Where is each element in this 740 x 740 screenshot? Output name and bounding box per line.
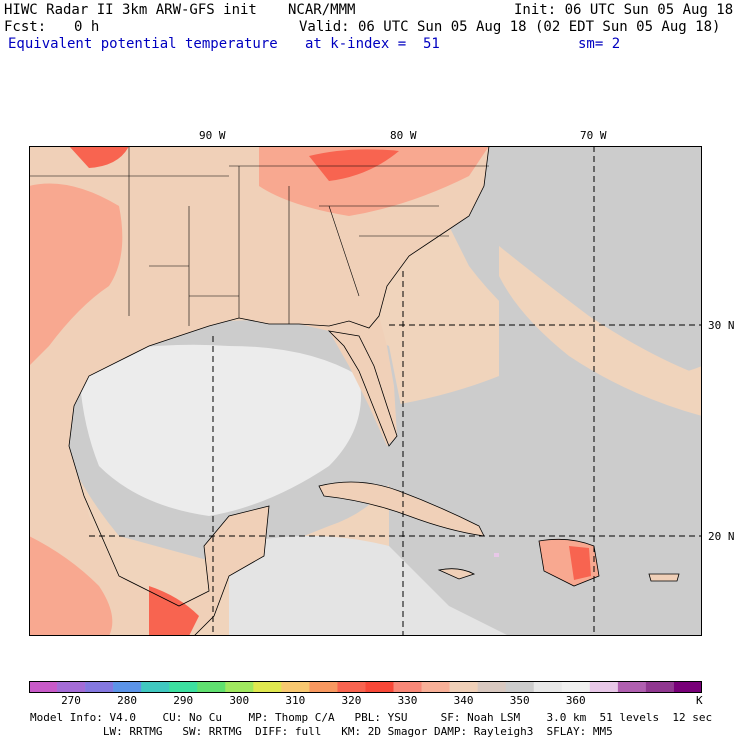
lon-label-80w: 80 W	[390, 129, 417, 142]
colorbar-swatch	[169, 681, 198, 693]
field-name: Equivalent potential temperature	[8, 36, 278, 52]
theta-e-map	[29, 146, 702, 636]
colorbar-swatch	[85, 681, 114, 693]
colorbar-tick-label: 340	[453, 694, 474, 707]
colorbar-swatch	[29, 681, 58, 693]
map-frame	[29, 146, 702, 636]
guatemala-hot	[149, 586, 199, 636]
colorbar-swatch	[57, 681, 86, 693]
colorbar-unit: K	[696, 694, 703, 707]
colorbar-swatch	[337, 681, 366, 693]
mexico-warm	[29, 536, 113, 636]
colorbar-swatch	[197, 681, 226, 693]
model-info-line2: LW: RRTMG SW: RRTMG DIFF: full KM: 2D Sm…	[30, 725, 613, 738]
colorbar-tick-label: 310	[285, 694, 306, 707]
jamaica	[437, 568, 476, 580]
colorbar-tick-label: 280	[117, 694, 138, 707]
lon-label-70w: 70 W	[580, 129, 607, 142]
plains-hot	[69, 146, 129, 168]
puerto-rico	[648, 573, 680, 582]
pink-spot	[494, 553, 499, 557]
colorbar-swatch	[645, 681, 675, 693]
colorbar-swatch	[477, 681, 507, 693]
colorbar-swatch	[225, 681, 254, 693]
latlon-grid	[89, 146, 702, 636]
smoothing-label: sm= 2	[578, 36, 621, 52]
forecast-label: Fcst:	[4, 19, 47, 35]
colorbar-swatch	[141, 681, 170, 693]
texas-warm	[29, 183, 123, 366]
colorbar-tick-label: 290	[173, 694, 194, 707]
us-land	[29, 146, 489, 516]
lon-label-90w: 90 W	[199, 129, 226, 142]
caribbean-light	[229, 536, 509, 636]
colorbar-tick-label: 350	[509, 694, 530, 707]
colorbar-swatch	[589, 681, 619, 693]
valid-time: Valid: 06 UTC Sun 05 Aug 18 (02 EDT Sun …	[299, 19, 721, 35]
colorbar-swatch	[365, 681, 394, 693]
hispaniola-hot	[569, 546, 591, 580]
colorbar-swatch	[533, 681, 563, 693]
coastline	[68, 146, 490, 636]
colorbar-swatch	[505, 681, 535, 693]
colorbar-frame	[29, 681, 702, 693]
state-borders	[29, 146, 489, 326]
colorbar-swatch	[421, 681, 450, 693]
colorbar-tick-label: 270	[61, 694, 81, 707]
colorbar	[29, 681, 702, 693]
model-info-line1: Model Info: V4.0 CU: No Cu MP: Thomp C/A…	[30, 711, 713, 724]
colorbar-swatch	[113, 681, 142, 693]
colorbar-swatch	[309, 681, 338, 693]
colorbar-tick-label: 320	[341, 694, 362, 707]
forecast-hour: 0 h	[74, 19, 100, 35]
colorbar-swatch	[281, 681, 310, 693]
colorbar-tick-label: 360	[565, 694, 586, 707]
colorbar-swatch	[393, 681, 422, 693]
colorbar-swatch	[253, 681, 282, 693]
colorbar-tick-label: 300	[229, 694, 250, 707]
org-label: NCAR/MMM	[288, 2, 356, 18]
atlantic-gray-band	[409, 146, 702, 378]
init-time: Init: 06 UTC Sun 05 Aug 18	[514, 2, 734, 18]
colorbar-swatch	[561, 681, 591, 693]
lat-label-20n: 20 N	[708, 530, 735, 543]
gulf-light	[79, 344, 361, 516]
colorbar-swatch	[449, 681, 478, 693]
vertical-level: at k-index = 51	[305, 36, 440, 52]
florida-outline	[327, 330, 398, 447]
colorbar-swatch	[617, 681, 647, 693]
lat-label-30n: 30 N	[708, 319, 735, 332]
appalachian-hot	[309, 149, 399, 181]
model-title: HIWC Radar II 3km ARW-GFS init	[4, 2, 257, 18]
cuba	[318, 481, 485, 537]
colorbar-swatch	[673, 681, 702, 693]
atlantic-warm-tongue	[499, 246, 702, 416]
colorbar-tick-label: 330	[397, 694, 418, 707]
